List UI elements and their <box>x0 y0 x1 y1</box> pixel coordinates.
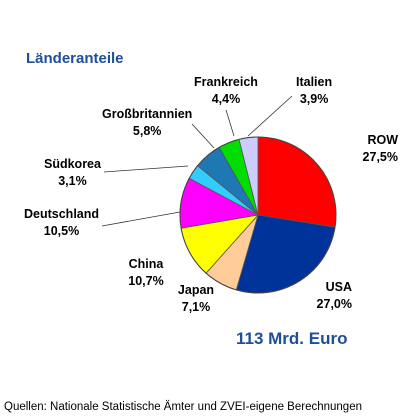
slice-name-großbritannien: Großbritannien <box>102 107 192 121</box>
slice-value-deutschland: 10,5% <box>44 224 79 238</box>
pie-outline <box>179 136 337 294</box>
slice-name-row: ROW <box>367 133 398 147</box>
slice-value-italien: 3,9% <box>300 92 329 106</box>
leader-line-südkorea <box>103 165 189 173</box>
slice-name-deutschland: Deutschland <box>24 207 99 221</box>
pie-slice-row <box>257 136 337 228</box>
slice-name-usa: USA <box>326 280 352 294</box>
slice-value-usa: 27,0% <box>317 297 352 311</box>
leader-line-großbritannien <box>191 123 215 149</box>
leader-line-italien <box>247 95 293 137</box>
slice-name-frankreich: Frankreich <box>194 75 258 89</box>
slice-name-italien: Italien <box>296 75 332 89</box>
slice-name-china: China <box>129 257 165 271</box>
source-note: Quellen: Nationale Statistische Ämter un… <box>4 401 362 413</box>
slice-value-frankreich: 4,4% <box>212 92 241 106</box>
slice-value-japan: 7,1% <box>182 300 211 314</box>
leader-line-frankreich <box>225 109 235 137</box>
total-label: 113 Mrd. Euro <box>236 329 348 348</box>
slice-name-japan: Japan <box>178 283 214 297</box>
leader-line-deutschland <box>101 211 181 227</box>
slice-value-china: 10,7% <box>128 274 163 288</box>
slice-name-südkorea: Südkorea <box>44 157 102 171</box>
slice-value-row: 27,5% <box>363 150 398 164</box>
slice-value-großbritannien: 5,8% <box>133 124 162 138</box>
chart-title: Länderanteile <box>26 50 124 67</box>
slice-value-südkorea: 3,1% <box>58 174 87 188</box>
